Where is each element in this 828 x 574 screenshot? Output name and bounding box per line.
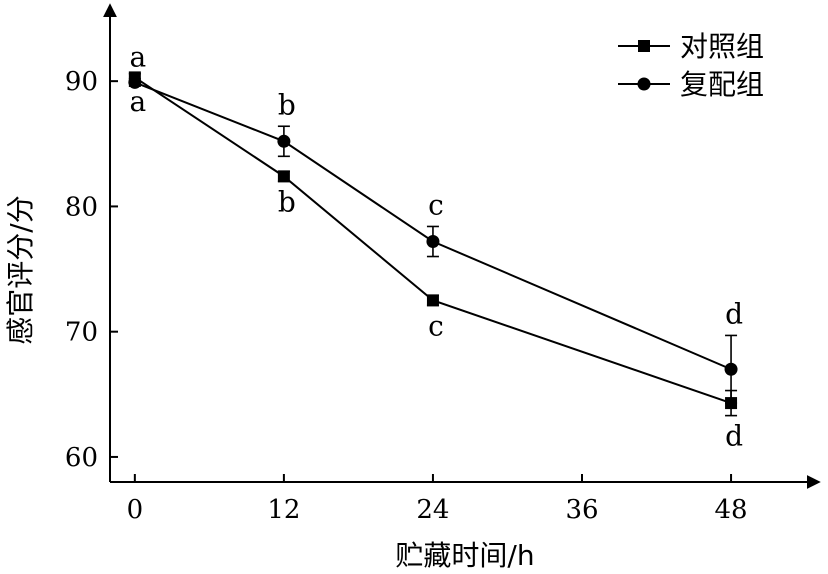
x-axis-title: 贮藏时间/h: [395, 539, 534, 572]
data-point: [426, 294, 439, 307]
data-point: [724, 362, 738, 376]
significance-label: d: [725, 420, 743, 453]
y-tick-label: 70: [65, 318, 98, 348]
series-1: a b c d: [128, 71, 743, 453]
y-tick-label: 80: [65, 192, 98, 222]
x-tick-label: 36: [565, 495, 598, 525]
x-tick-label: 48: [715, 495, 748, 525]
x-tick-label: 24: [416, 495, 449, 525]
significance-label: c: [428, 188, 444, 221]
legend-label: 复配组: [680, 68, 764, 101]
y-tick-label: 60: [65, 443, 98, 473]
data-point: [277, 170, 290, 183]
significance-label: d: [725, 297, 743, 330]
x-tick-label: 12: [267, 495, 300, 525]
x-tick-label: 0: [127, 495, 144, 525]
legend-marker: [637, 77, 651, 91]
y-tick-label: 90: [65, 67, 98, 97]
significance-label: a: [129, 85, 146, 118]
data-point: [277, 134, 291, 148]
y-axis-title: 感官评分/分: [4, 195, 37, 344]
series-2: a b c d: [128, 41, 743, 404]
legend-marker: [638, 40, 650, 52]
series-line: [134, 81, 732, 371]
significance-label: c: [428, 309, 444, 342]
y-axis-ticks: 60 70 80 90: [65, 67, 118, 473]
significance-label: a: [129, 41, 146, 74]
series-layer: a b c d a b c d: [128, 41, 743, 453]
data-point: [426, 234, 440, 248]
series-line: [134, 76, 732, 405]
significance-label: b: [278, 185, 296, 218]
legend-label: 对照组: [680, 30, 764, 63]
x-axis-ticks: 0 12 24 36 48: [127, 474, 748, 525]
data-point: [128, 75, 142, 89]
significance-label: b: [278, 88, 296, 121]
